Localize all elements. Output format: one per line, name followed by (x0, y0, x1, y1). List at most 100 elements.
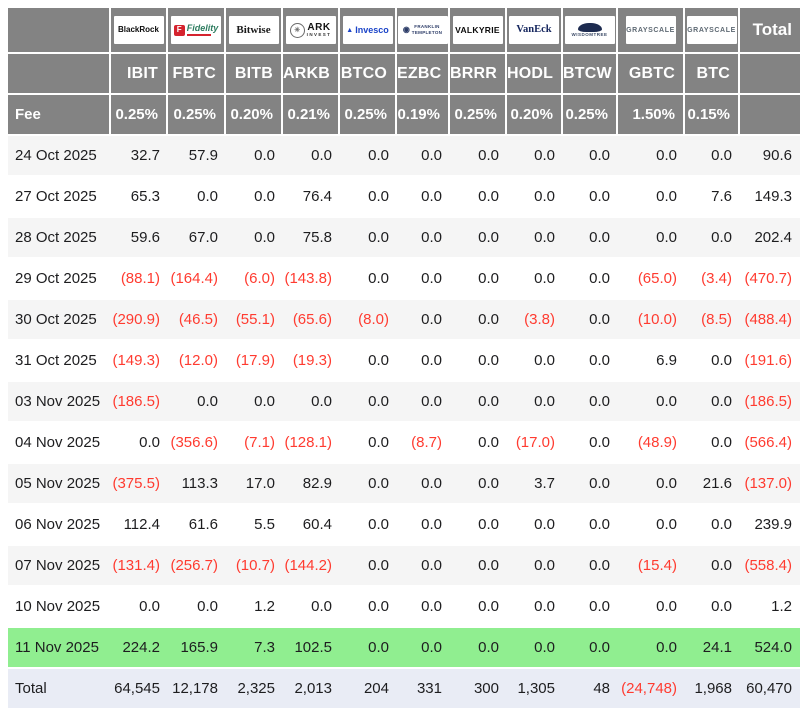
value-cell: (88.1) (111, 259, 168, 300)
logo-text: Fidelity (186, 23, 219, 33)
row-total-cell: 202.4 (740, 218, 800, 259)
row-total-cell: 90.6 (740, 136, 800, 177)
value-cell: 0.0 (563, 546, 618, 587)
issuer-logo-cell-ibit: BlackRock (111, 8, 168, 54)
logo-text: GRAYSCALE (687, 26, 736, 34)
row-total-cell: (566.4) (740, 423, 800, 464)
fee-label-cell: Fee (8, 95, 111, 136)
logo-text: ARK (307, 21, 331, 33)
value-cell: 0.0 (450, 382, 507, 423)
ticker-cell-btcw: BTCW (563, 54, 618, 95)
value-cell: 0.0 (563, 136, 618, 177)
value-cell: 165.9 (168, 628, 226, 669)
value-cell: 0.0 (450, 505, 507, 546)
value-cell: 1.2 (226, 587, 283, 628)
value-cell: 0.0 (340, 177, 397, 218)
issuer-logo-cell-arkb: ✳ ARK INVEST (283, 8, 340, 54)
value-cell: 0.0 (340, 423, 397, 464)
table-row: 04 Nov 2025 0.0 (356.6) (7.1) (128.1) 0.0 (8.7… (8, 423, 800, 464)
value-cell: (131.4) (111, 546, 168, 587)
value-cell: 0.0 (507, 382, 563, 423)
total-header-cell: Total (740, 8, 800, 54)
date-cell: 03 Nov 2025 (8, 382, 111, 423)
total-value-cell: 1,305 (507, 669, 563, 710)
value-cell: (65.0) (618, 259, 685, 300)
total-row: Total 64,545 12,178 2,325 2,013 204 331 300 1,30… (8, 669, 800, 710)
value-cell: (17.9) (226, 341, 283, 382)
value-cell: 0.0 (340, 218, 397, 259)
value-cell: 0.0 (397, 546, 450, 587)
fee-cell-brrr: 0.25% (450, 95, 507, 136)
value-cell: 0.0 (450, 423, 507, 464)
value-cell: (8.5) (685, 300, 740, 341)
date-cell: 06 Nov 2025 (8, 505, 111, 546)
total-value-cell: 204 (340, 669, 397, 710)
value-cell: 0.0 (563, 628, 618, 669)
value-cell: 0.0 (618, 218, 685, 259)
value-cell: 0.0 (563, 423, 618, 464)
value-cell: (375.5) (111, 464, 168, 505)
value-cell: (19.3) (283, 341, 340, 382)
value-cell: 0.0 (340, 382, 397, 423)
value-cell: 0.0 (397, 464, 450, 505)
issuer-logo-cell-ezbc: ◉ FRANKLIN TEMPLETON (397, 8, 450, 54)
value-cell: (149.3) (111, 341, 168, 382)
ticker-cell-fbtc: FBTC (168, 54, 226, 95)
logo-text: Invesco (355, 24, 389, 35)
value-cell: 0.0 (168, 382, 226, 423)
row-total-cell: (137.0) (740, 464, 800, 505)
value-cell: 17.0 (226, 464, 283, 505)
ticker-cell-btc: BTC (685, 54, 740, 95)
fee-cell-btco: 0.25% (340, 95, 397, 136)
logo-text: VanEck (516, 23, 552, 35)
issuer-logo-cell-btc: GRAYSCALE (685, 8, 740, 54)
value-cell: 7.6 (685, 177, 740, 218)
value-cell: 0.0 (563, 218, 618, 259)
fee-cell-fbtc: 0.25% (168, 95, 226, 136)
logo-text: WISDOMTREE (571, 31, 608, 37)
value-cell: 0.0 (507, 546, 563, 587)
ark-wordmark: ARK INVEST (306, 21, 332, 38)
value-cell: 3.7 (507, 464, 563, 505)
value-cell: 76.4 (283, 177, 340, 218)
value-cell: 0.0 (563, 505, 618, 546)
table-row: 10 Nov 2025 0.0 0.0 1.2 0.0 0.0 0.0 0.0 0.0 0.0 0.… (8, 587, 800, 628)
value-cell: 0.0 (340, 546, 397, 587)
value-cell: 0.0 (685, 341, 740, 382)
invesco-mountain-icon: ▲ (346, 26, 354, 34)
value-cell: 0.0 (340, 464, 397, 505)
value-cell: 224.2 (111, 628, 168, 669)
valkyrie-logo: VALKYRIE (452, 16, 503, 44)
value-cell: 0.0 (226, 382, 283, 423)
fidelity-logo: F Fidelity (171, 16, 221, 44)
value-cell: 0.0 (618, 382, 685, 423)
date-cell: 04 Nov 2025 (8, 423, 111, 464)
franklin-wordmark: FRANKLIN TEMPLETON (412, 24, 442, 36)
franklin-logo: ◉ FRANKLIN TEMPLETON (397, 16, 448, 44)
value-cell: (17.0) (507, 423, 563, 464)
value-cell: 0.0 (450, 136, 507, 177)
value-cell: 0.0 (507, 177, 563, 218)
value-cell: 102.5 (283, 628, 340, 669)
row-total-cell: 524.0 (740, 628, 800, 669)
date-cell: 05 Nov 2025 (8, 464, 111, 505)
logo-row: BlackRock F Fidelity Bitwise ✳ ARK INVEST ▲ Inve… (8, 8, 800, 54)
date-cell: 30 Oct 2025 (8, 300, 111, 341)
value-cell: (186.5) (111, 382, 168, 423)
fee-cell-ibit: 0.25% (111, 95, 168, 136)
table-row: 31 Oct 2025 (149.3) (12.0) (17.9) (19.3) 0.0 0… (8, 341, 800, 382)
value-cell: 0.0 (450, 628, 507, 669)
value-cell: (256.7) (168, 546, 226, 587)
value-cell: 0.0 (685, 546, 740, 587)
value-cell: 0.0 (283, 136, 340, 177)
value-cell: 32.7 (111, 136, 168, 177)
value-cell: 0.0 (450, 341, 507, 382)
total-label-cell: Total (8, 669, 111, 710)
value-cell: 0.0 (397, 259, 450, 300)
value-cell: 75.8 (283, 218, 340, 259)
table-row: 24 Oct 2025 32.7 57.9 0.0 0.0 0.0 0.0 0.0 0.0 0.0… (8, 136, 800, 177)
total-value-cell: 2,325 (226, 669, 283, 710)
value-cell: 0.0 (507, 136, 563, 177)
logo-subtext: INVEST (306, 31, 332, 37)
fee-cell-bitb: 0.20% (226, 95, 283, 136)
